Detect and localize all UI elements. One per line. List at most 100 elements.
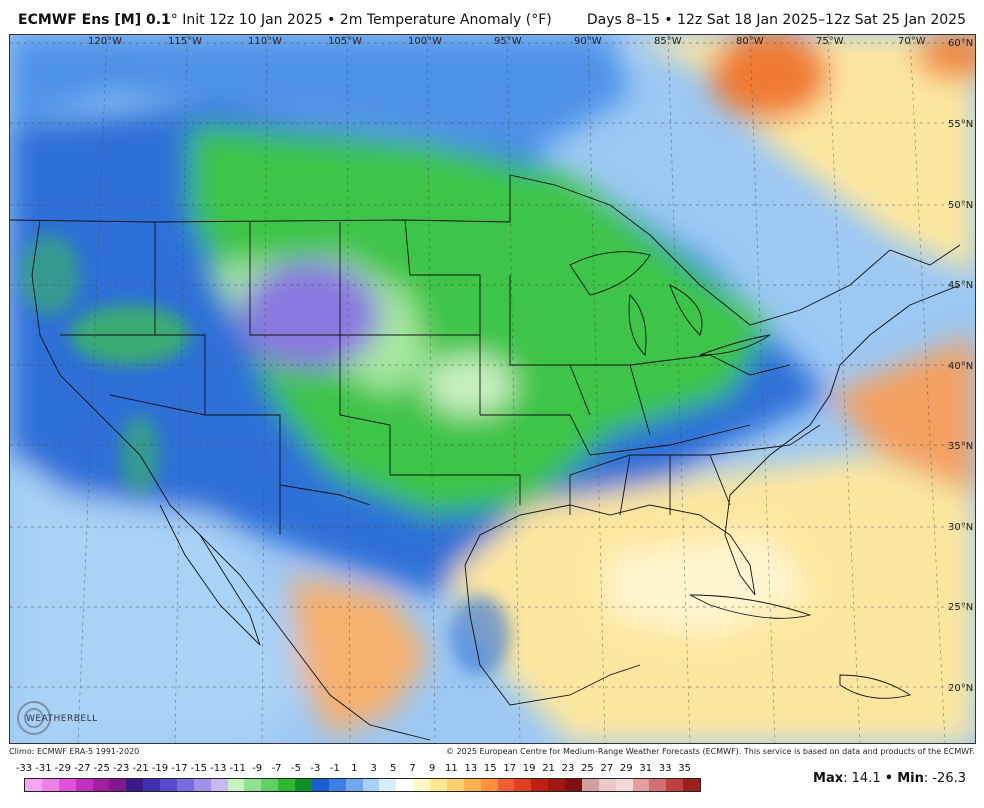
degree-sign: ° [170,12,178,28]
colorbar-tick-label: -29 [54,763,72,774]
colorbar-tick-label: 7 [409,763,416,774]
lon-label: 70°W [898,36,926,47]
colorbar-tick-label: 3 [370,763,377,774]
lat-label: 35°N [948,441,973,452]
min-label: Min [897,771,924,786]
colorbar-swatch [345,779,363,791]
colorbar-swatch [176,779,194,791]
logo-text: WEATHERBELL [26,714,98,724]
colorbar-tick-label: 21 [542,763,555,774]
colorbar-swatch [244,779,262,791]
colorbar-swatch [41,779,59,791]
colorbar-swatch [227,779,245,791]
colorbar-swatch [548,779,565,791]
colorbar-swatch [109,779,127,791]
colorbar-tick-label: 5 [389,763,397,774]
colorbar-tick-label: -7 [271,763,282,774]
anomaly-map: 120°W 115°W 110°W 105°W 100°W 95°W 90°W … [9,34,976,744]
lat-label: 55°N [948,119,973,130]
colorbar-swatch [143,779,160,791]
colorbar-swatch [615,779,633,791]
max-value: 14.1 [851,771,881,786]
lat-label: 30°N [948,522,973,533]
lon-label: 95°W [494,36,522,47]
colorbar-tick-label: 19 [522,763,536,774]
colorbar-tick-label: 35 [678,763,691,774]
lon-label: 105°W [328,36,362,47]
colorbar-swatch [430,779,447,791]
colorbar-tick-label: -31 [35,763,52,774]
colorbar-swatch [379,779,397,791]
valid-period: Days 8–15 • 12z Sat 18 Jan 2025–12z Sat … [586,12,966,28]
colorbar-tick-label: -1 [329,763,340,774]
logo-swirl-icon [17,701,51,735]
colorbar-tick-label: 13 [464,763,478,774]
colorbar-swatch [311,779,329,791]
init-time: Init 12z 10 Jan 2025 [182,12,323,28]
colorbar-tick-label: 11 [445,763,458,774]
lat-label: 20°N [948,683,973,694]
map-title: ECMWF Ens [M] 0.1° Init 12z 10 Jan 2025 … [18,12,552,28]
colorbar-swatch [649,779,667,791]
lon-label: 120°W [88,36,122,47]
colorbar-swatch [531,779,549,791]
colorbar-swatch [514,779,532,791]
colorbar-swatch [598,779,616,791]
colorbar-tick-label: 29 [619,763,633,774]
colorbar-swatch [25,779,42,791]
climo-note: Climo: ECMWF ERA-5 1991-2020 [9,747,140,756]
variable-name: 2m Temperature Anomaly (°F) [339,12,552,28]
lon-label: 90°W [574,36,602,47]
colorbar-swatch [362,779,380,791]
colorbar-tick-label: -9 [252,763,263,774]
copyright-note: © 2025 European Centre for Medium-Range … [446,747,975,756]
max-min-stats: Max: 14.1 • Min: -26.3 [813,771,966,786]
colorbar [24,778,701,792]
map-canvas: 120°W 115°W 110°W 105°W 100°W 95°W 90°W … [10,35,975,743]
colorbar-swatch [126,779,144,791]
colorbar-tick-label: 17 [503,763,517,774]
longitude-labels: 120°W 115°W 110°W 105°W 100°W 95°W 90°W … [88,36,926,47]
lat-label: 45°N [948,280,973,291]
colorbar-swatch [480,779,498,791]
lat-label: 25°N [948,602,973,613]
colorbar-tick-label: 15 [483,763,497,774]
colorbar-swatch [683,779,700,791]
colorbar-tick-label: 23 [561,763,575,774]
colorbar-tick-label: -11 [229,763,246,774]
colorbar-swatch [261,779,279,791]
colorbar-swatch [58,779,76,791]
colorbar-swatch [581,779,599,791]
colorbar-tick-label: -21 [132,763,149,774]
colorbar-tick-label: -19 [151,763,169,774]
colorbar-tick-label: -5 [291,763,301,774]
max-label: Max [813,771,844,786]
colorbar-swatch [278,779,295,791]
colorbar-swatch [632,779,650,791]
lon-label: 100°W [408,36,442,47]
bullet-sep: • [327,12,336,28]
colorbar-swatch [666,779,684,791]
lon-label: 75°W [816,36,844,47]
colorbar-tick-label: -25 [93,763,110,774]
colorbar-swatch [413,779,430,791]
latitude-labels: 60°N 55°N 50°N 45°N 40°N 35°N 30°N 25°N … [948,38,973,694]
lat-label: 40°N [948,361,973,372]
colorbar-swatch [160,779,177,791]
colorbar-tick-label: -17 [171,763,188,774]
colorbar-tick-label: -15 [190,763,208,774]
anomaly-field [10,35,975,743]
lat-label: 60°N [948,38,973,49]
colorbar-swatch [295,779,312,791]
colorbar-tick-label: -23 [112,763,130,774]
colorbar-swatch [396,779,414,791]
colorbar-tick-label: -27 [74,763,91,774]
colorbar-tick-label: -13 [210,763,227,774]
colorbar-swatch [210,779,228,791]
model-name: ECMWF Ens [M] 0.1 [18,12,171,28]
colorbar-tick-label: 33 [658,763,672,774]
colorbar-labels: -33 -31 -29 -27 -25 -23 -21 -19 -17 -15 -13 -11 -9 -7… [14,763,714,777]
stats-sep: • [884,771,894,786]
colorbar-tick-label: 31 [639,763,653,774]
colorbar-tick-label: -3 [310,763,321,774]
